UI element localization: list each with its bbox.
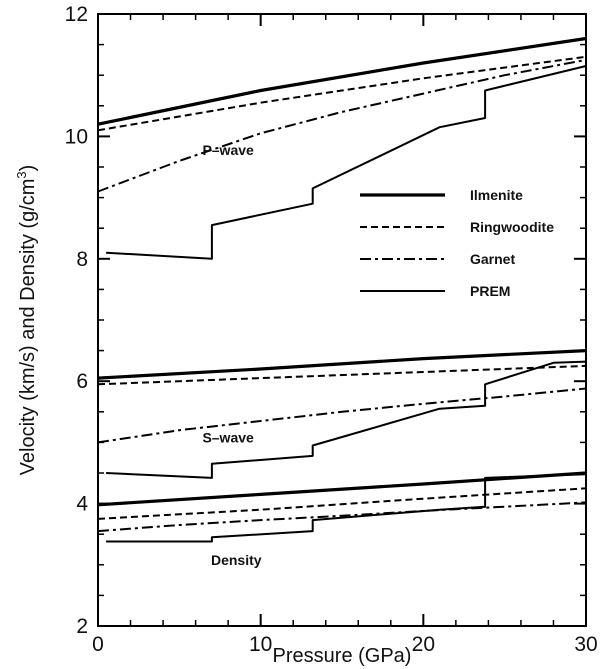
series-s-wave-dashed [97, 364, 587, 386]
series-s-wave-thin-solid [106, 360, 587, 479]
series-s-wave-dash-dot [97, 387, 587, 444]
legend-label: Ilmenite [470, 187, 523, 203]
series-layer [97, 36, 587, 543]
y-tick-label: 10 [65, 125, 88, 148]
annotation-label: Density [211, 552, 262, 568]
y-tick-label: 2 [76, 615, 88, 638]
series-density-thin-solid [106, 473, 587, 543]
x-tick-label: 10 [249, 633, 272, 656]
x-axis-label: Pressure (GPa) [273, 645, 412, 667]
y-axis-label: Velocity (km/s) and Density (g/cm3) [14, 165, 39, 476]
plot-frame [97, 13, 587, 627]
series-density-thick-solid [97, 471, 587, 507]
y-axis-label-main: Velocity (km/s) and Density (g/cm [17, 179, 39, 476]
series-density-dashed [97, 487, 587, 520]
series-p-wave-thin-solid [106, 65, 587, 260]
series-p-wave-thick-solid [97, 36, 587, 126]
legend-label: Garnet [470, 251, 515, 267]
series-density-dash-dot [97, 501, 587, 533]
y-tick-label: 12 [65, 3, 88, 26]
y-tick-label: 6 [76, 370, 88, 393]
series-s-wave-thick-solid [97, 349, 587, 380]
y-axis-label-tail: ) [17, 165, 39, 172]
x-tick-label: 20 [412, 633, 435, 656]
y-axis-label-sup: 3 [14, 171, 29, 178]
x-tick-label: 30 [574, 633, 597, 656]
series-p-wave-dash-dot [97, 58, 587, 193]
y-tick-label: 8 [76, 248, 88, 271]
legend: Ilmenite Ringwoodite Garnet PREM [360, 187, 554, 299]
y-tick-label: 4 [76, 493, 88, 516]
annotations: P–wave S–wave Density [202, 142, 261, 568]
x-tick-label: 0 [92, 633, 104, 656]
axis-ticks: 0 10 20 30 2 4 6 8 10 12 [65, 3, 598, 656]
legend-label: Ringwoodite [470, 219, 554, 235]
legend-label: PREM [470, 283, 510, 299]
annotation-label: S–wave [202, 429, 254, 445]
series-p-wave-dashed [97, 55, 587, 132]
annotation-label: P–wave [202, 142, 254, 158]
